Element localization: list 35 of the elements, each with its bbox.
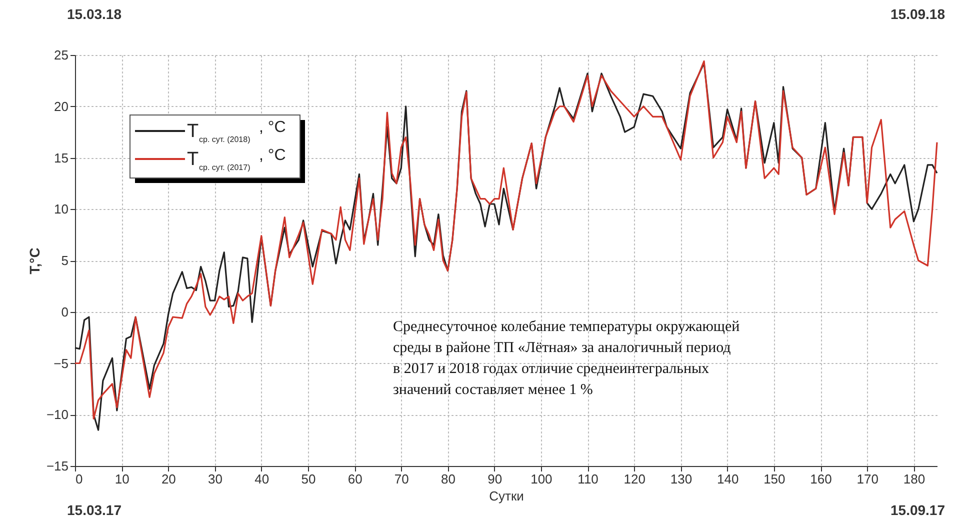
y-tick-label: 20 <box>54 98 68 114</box>
text: 15.03.17 <box>67 502 122 518</box>
text: 15.03.18 <box>67 6 122 22</box>
x-tick-label: 150 <box>764 472 786 486</box>
x-tick-label: 10 <box>114 472 130 486</box>
x-tick-label: 110 <box>578 472 598 486</box>
x-tick-label: 0 <box>76 472 83 486</box>
y-axis-title: T,°C <box>26 248 42 274</box>
y-tick-label: −15 <box>46 458 68 474</box>
x-tick-label: 160 <box>810 472 832 486</box>
x-tick-label: 170 <box>856 472 878 486</box>
y-tick-label: 25 <box>54 48 68 62</box>
x-tick-label: 70 <box>394 472 409 486</box>
x-tick-label: 30 <box>208 472 223 486</box>
x-tick-label: 80 <box>441 472 456 486</box>
x-tick-label: 130 <box>670 472 692 486</box>
x-tick-label: 40 <box>254 472 270 486</box>
x-tick-label: 20 <box>161 472 176 486</box>
x-tick-label: 180 <box>903 472 926 486</box>
text: 15.09.18 <box>890 6 946 22</box>
y-tick-label: 10 <box>54 202 68 217</box>
x-tick-label: 50 <box>301 472 316 486</box>
text: 15.09.17 <box>890 502 946 518</box>
x-tick-label: 140 <box>716 472 739 486</box>
y-tick-label: −5 <box>54 356 68 371</box>
x-tick-label: 60 <box>348 472 362 486</box>
y-tick-label: 15 <box>54 150 68 166</box>
x-tick-label: 100 <box>530 472 552 486</box>
y-tick-label: 0 <box>61 304 68 320</box>
x-tick-label: 120 <box>624 472 646 486</box>
annotation: Среднесуточное колебание температуры окружающей среды в районе ТП «Лётная» за аналогичный период в 2017 и 2018 годах отличие среднеинтегральных значений составляет менее 1 % <box>393 319 740 398</box>
x-axis-title: Сутки <box>489 488 524 504</box>
x-tick-label: 90 <box>488 472 502 486</box>
y-tick-label: 5 <box>61 253 68 268</box>
y-tick-label: −10 <box>46 407 68 422</box>
